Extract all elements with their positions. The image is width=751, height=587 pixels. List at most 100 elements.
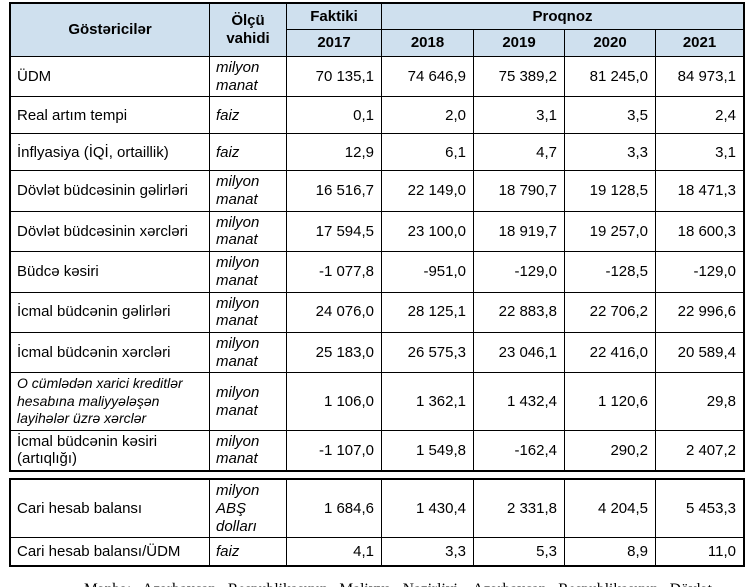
table-row: O cümlədən xarici kreditlər hesabına mal… — [11, 373, 743, 431]
row-value-2019: 18 919,7 — [474, 211, 565, 253]
row-value-2018: 74 646,9 — [382, 57, 474, 98]
row-value-2019: 2 331,8 — [474, 480, 565, 539]
row-label: Dövlət büdcəsinin xərcləri — [11, 211, 210, 253]
row-value-2017: 0,1 — [287, 97, 382, 135]
row-label: Cari hesab balansı/ÜDM — [11, 538, 210, 566]
row-value-2021: 3,1 — [656, 134, 743, 172]
row-value-2018: -951,0 — [382, 252, 474, 293]
row-value-2019: 75 389,2 — [474, 57, 565, 98]
row-value-2021: 22 996,6 — [656, 292, 743, 333]
row-label: Real artım tempi — [11, 97, 210, 135]
table-header: Göstəricilər Ölçü vahidi Faktiki Proqnoz… — [11, 4, 743, 57]
row-value-2017: 24 076,0 — [287, 292, 382, 333]
row-label: ÜDM — [11, 57, 210, 98]
current-account-table: Cari hesab balansı milyon ABŞ dolları 1 … — [9, 478, 745, 568]
row-unit: milyon manat — [210, 292, 287, 333]
header-year-2021: 2021 — [656, 30, 743, 57]
row-value-2020: 290,2 — [565, 430, 656, 471]
indicators-table: Göstəricilər Ölçü vahidi Faktiki Proqnoz… — [9, 2, 745, 473]
row-value-2021: 2 407,2 — [656, 430, 743, 471]
row-value-2021: 29,8 — [656, 373, 743, 431]
row-value-2021: 20 589,4 — [656, 332, 743, 374]
row-value-2020: 22 706,2 — [565, 292, 656, 333]
table-body-main: ÜDM milyon manat 70 135,1 74 646,9 75 38… — [11, 57, 743, 471]
row-value-2018: 6,1 — [382, 134, 474, 172]
table-row: İcmal büdcənin xərcləri milyon manat 25 … — [11, 332, 743, 374]
row-value-2020: 3,3 — [565, 134, 656, 172]
header-unit: Ölçü vahidi — [210, 4, 287, 57]
row-value-2017: 17 594,5 — [287, 211, 382, 253]
row-value-2021: 5 453,3 — [656, 480, 743, 539]
row-unit: milyon manat — [210, 332, 287, 374]
table-row: ÜDM milyon manat 70 135,1 74 646,9 75 38… — [11, 57, 743, 98]
table-row: Dövlət büdcəsinin xərcləri milyon manat … — [11, 211, 743, 253]
row-value-2021: -129,0 — [656, 252, 743, 293]
row-value-2021: 84 973,1 — [656, 57, 743, 98]
table-row: Büdcə kəsiri milyon manat -1 077,8 -951,… — [11, 252, 743, 293]
row-value-2017: 1 684,6 — [287, 480, 382, 539]
header-year-2017: 2017 — [287, 30, 382, 57]
row-value-2020: 4 204,5 — [565, 480, 656, 539]
row-label: İnflyasiya (İQİ, ortaillik) — [11, 134, 210, 172]
header-faktiki: Faktiki — [287, 4, 382, 30]
header-proqnoz: Proqnoz — [382, 4, 743, 30]
header-year-2019: 2019 — [474, 30, 565, 57]
row-value-2021: 18 600,3 — [656, 211, 743, 253]
row-value-2018: 1 549,8 — [382, 430, 474, 471]
table-row: Dövlət büdcəsinin gəlirləri milyon manat… — [11, 171, 743, 212]
row-value-2019: 18 790,7 — [474, 171, 565, 212]
row-value-2018: 23 100,0 — [382, 211, 474, 253]
row-value-2020: -128,5 — [565, 252, 656, 293]
row-value-2020: 81 245,0 — [565, 57, 656, 98]
row-value-2019: 4,7 — [474, 134, 565, 172]
row-value-2019: -162,4 — [474, 430, 565, 471]
row-unit: faiz — [210, 97, 287, 135]
row-value-2018: 2,0 — [382, 97, 474, 135]
table-row: Cari hesab balansı/ÜDM faiz 4,1 3,3 5,3 … — [11, 538, 743, 566]
row-value-2017: 16 516,7 — [287, 171, 382, 212]
row-unit: milyon manat — [210, 252, 287, 293]
row-value-2021: 2,4 — [656, 97, 743, 135]
row-value-2019: 1 432,4 — [474, 373, 565, 431]
row-value-2018: 28 125,1 — [382, 292, 474, 333]
row-value-2017: -1 077,8 — [287, 252, 382, 293]
row-value-2018: 1 362,1 — [382, 373, 474, 431]
row-value-2020: 1 120,6 — [565, 373, 656, 431]
row-unit: faiz — [210, 134, 287, 172]
row-unit: milyon manat — [210, 171, 287, 212]
row-unit: milyon manat — [210, 373, 287, 431]
row-value-2021: 18 471,3 — [656, 171, 743, 212]
header-indicators: Göstəricilər — [11, 4, 210, 57]
row-value-2020: 3,5 — [565, 97, 656, 135]
row-value-2019: 22 883,8 — [474, 292, 565, 333]
source-note: Mənbə: Azərbaycan Respublikasının Maliyy… — [37, 577, 712, 587]
table-row: Real artım tempi faiz 0,1 2,0 3,1 3,5 2,… — [11, 97, 743, 135]
row-label: İcmal büdcənin xərcləri — [11, 332, 210, 374]
row-label: Büdcə kəsiri — [11, 252, 210, 293]
row-value-2017: 25 183,0 — [287, 332, 382, 374]
row-value-2017: 12,9 — [287, 134, 382, 172]
row-unit: milyon manat — [210, 430, 287, 471]
row-label: Cari hesab balansı — [11, 480, 210, 539]
row-unit: faiz — [210, 538, 287, 566]
row-label: İcmal büdcənin kəsiri (artıqlığı) — [11, 430, 210, 471]
row-unit: milyon ABŞ dolları — [210, 480, 287, 539]
row-value-2019: 5,3 — [474, 538, 565, 566]
row-value-2017: 4,1 — [287, 538, 382, 566]
row-label: Dövlət büdcəsinin gəlirləri — [11, 171, 210, 212]
row-value-2019: -129,0 — [474, 252, 565, 293]
row-value-2018: 3,3 — [382, 538, 474, 566]
row-value-2017: 1 106,0 — [287, 373, 382, 431]
table-body-current-account: Cari hesab balansı milyon ABŞ dolları 1 … — [11, 480, 743, 566]
row-unit: milyon manat — [210, 57, 287, 98]
row-value-2020: 19 128,5 — [565, 171, 656, 212]
row-label: İcmal büdcənin gəlirləri — [11, 292, 210, 333]
row-value-2017: -1 107,0 — [287, 430, 382, 471]
table-row: Cari hesab balansı milyon ABŞ dolları 1 … — [11, 480, 743, 539]
row-value-2021: 11,0 — [656, 538, 743, 566]
row-unit: milyon manat — [210, 211, 287, 253]
row-value-2018: 26 575,3 — [382, 332, 474, 374]
table-row: İcmal büdcənin gəlirləri milyon manat 24… — [11, 292, 743, 333]
row-value-2020: 8,9 — [565, 538, 656, 566]
